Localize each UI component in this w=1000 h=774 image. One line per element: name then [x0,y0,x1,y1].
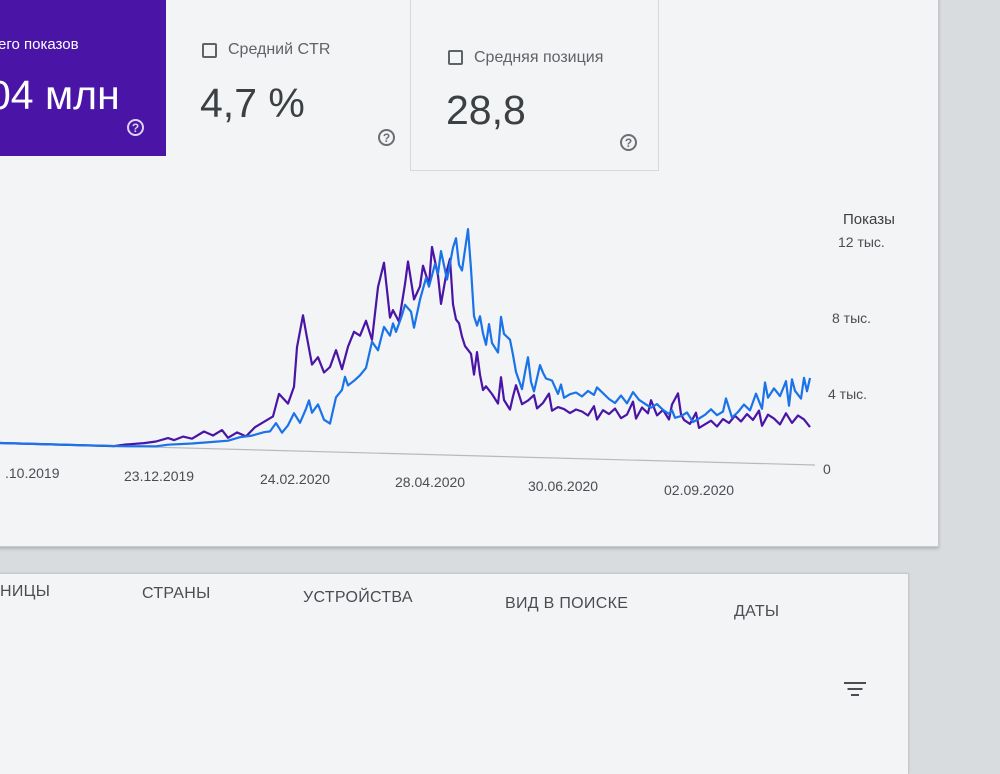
metric-position[interactable]: Средняя позиция 28,8 ? [410,0,659,171]
metric-impressions[interactable]: его показов 04 млн ? [0,0,166,156]
y-tick-label: 12 тыс. [838,234,885,250]
x-tick-label: 28.04.2020 [395,474,465,490]
help-circle-icon[interactable]: ? [378,129,395,146]
impressions-chart: Показы 12 тыс. 8 тыс. 4 тыс. 0 .10.2019 … [0,211,895,498]
tab-dates[interactable]: ДАТЫ [734,603,780,620]
tab-pages[interactable]: НИЦЫ [0,583,51,600]
x-tick-label: 24.02.2020 [260,471,330,487]
help-circle-icon[interactable]: ? [127,119,144,136]
metric-ctr-label: Средний CTR [228,41,331,58]
filter-icon[interactable] [843,681,867,697]
x-tick-label: .10.2019 [5,465,60,481]
series-line-blue [0,227,812,448]
metric-ctr[interactable]: Средний CTR 4,7 % ? [166,0,411,170]
tab-search-appearance[interactable]: ВИД В ПОИСКЕ [505,595,629,612]
tab-devices[interactable]: УСТРОЙСТВА [303,589,413,606]
y-tick-label: 8 тыс. [832,310,871,326]
metric-ctr-value: 4,7 % [200,80,305,126]
metric-impressions-label: его показов [0,36,79,53]
tab-countries[interactable]: СТРАНЫ [142,585,211,602]
y-tick-label: 4 тыс. [828,386,867,402]
y-tick-label: 0 [823,461,831,477]
help-circle-icon[interactable]: ? [620,134,637,151]
x-tick-label: 02.09.2020 [664,482,734,498]
y-axis-title: Показы [843,211,895,228]
x-tick-label: 23.12.2019 [124,468,194,484]
metric-position-label: Средняя позиция [474,49,604,66]
metric-impressions-value: 04 млн [0,72,120,118]
checkbox-icon[interactable] [202,43,217,58]
checkbox-icon[interactable] [448,50,463,65]
dimensions-card [0,574,909,774]
metric-position-value: 28,8 [446,87,526,133]
x-tick-label: 30.06.2020 [528,478,598,494]
